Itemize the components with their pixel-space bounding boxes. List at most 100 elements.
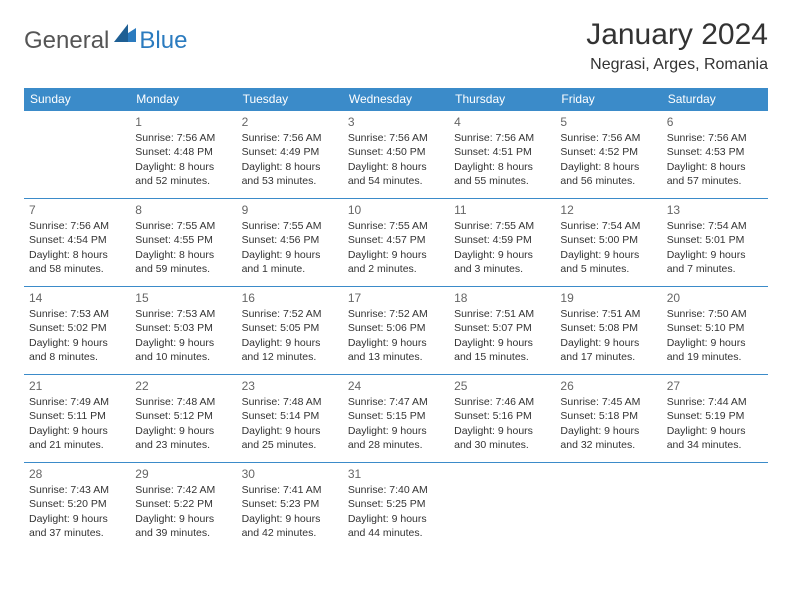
sunrise-line: Sunrise: 7:56 AM: [29, 219, 125, 233]
calendar-cell: [555, 463, 661, 551]
calendar-body: 1Sunrise: 7:56 AMSunset: 4:48 PMDaylight…: [24, 111, 768, 551]
sunset-line: Sunset: 4:57 PM: [348, 233, 444, 247]
daylight-line: Daylight: 9 hours and 34 minutes.: [667, 424, 763, 452]
sunrise-line: Sunrise: 7:56 AM: [348, 131, 444, 145]
sunrise-line: Sunrise: 7:56 AM: [135, 131, 231, 145]
day-number: 9: [242, 202, 338, 218]
day-number: 1: [135, 114, 231, 130]
sunset-line: Sunset: 5:00 PM: [560, 233, 656, 247]
calendar-cell: 11Sunrise: 7:55 AMSunset: 4:59 PMDayligh…: [449, 199, 555, 287]
day-number: 17: [348, 290, 444, 306]
daylight-line: Daylight: 8 hours and 53 minutes.: [242, 160, 338, 188]
sunrise-line: Sunrise: 7:56 AM: [667, 131, 763, 145]
sunrise-line: Sunrise: 7:54 AM: [667, 219, 763, 233]
day-number: 29: [135, 466, 231, 482]
sunrise-line: Sunrise: 7:54 AM: [560, 219, 656, 233]
calendar-head: SundayMondayTuesdayWednesdayThursdayFrid…: [24, 88, 768, 111]
sunrise-line: Sunrise: 7:51 AM: [454, 307, 550, 321]
sunrise-line: Sunrise: 7:45 AM: [560, 395, 656, 409]
calendar-cell: 26Sunrise: 7:45 AMSunset: 5:18 PMDayligh…: [555, 375, 661, 463]
daylight-line: Daylight: 9 hours and 21 minutes.: [29, 424, 125, 452]
calendar-cell: 29Sunrise: 7:42 AMSunset: 5:22 PMDayligh…: [130, 463, 236, 551]
day-number: 14: [29, 290, 125, 306]
calendar-cell: 13Sunrise: 7:54 AMSunset: 5:01 PMDayligh…: [662, 199, 768, 287]
day-number: 30: [242, 466, 338, 482]
day-number: 10: [348, 202, 444, 218]
calendar-cell: 1Sunrise: 7:56 AMSunset: 4:48 PMDaylight…: [130, 111, 236, 199]
sunrise-line: Sunrise: 7:41 AM: [242, 483, 338, 497]
day-number: 22: [135, 378, 231, 394]
sunrise-line: Sunrise: 7:48 AM: [135, 395, 231, 409]
calendar-cell: 2Sunrise: 7:56 AMSunset: 4:49 PMDaylight…: [237, 111, 343, 199]
day-number: 24: [348, 378, 444, 394]
sunrise-line: Sunrise: 7:48 AM: [242, 395, 338, 409]
sunset-line: Sunset: 5:06 PM: [348, 321, 444, 335]
sunrise-line: Sunrise: 7:56 AM: [560, 131, 656, 145]
calendar-cell: 10Sunrise: 7:55 AMSunset: 4:57 PMDayligh…: [343, 199, 449, 287]
daylight-line: Daylight: 9 hours and 30 minutes.: [454, 424, 550, 452]
calendar-cell: 31Sunrise: 7:40 AMSunset: 5:25 PMDayligh…: [343, 463, 449, 551]
sunset-line: Sunset: 5:20 PM: [29, 497, 125, 511]
weekday-header: Wednesday: [343, 88, 449, 111]
sunset-line: Sunset: 5:11 PM: [29, 409, 125, 423]
logo-text-blue: Blue: [139, 27, 187, 55]
weekday-header: Monday: [130, 88, 236, 111]
calendar-cell: 27Sunrise: 7:44 AMSunset: 5:19 PMDayligh…: [662, 375, 768, 463]
day-number: 2: [242, 114, 338, 130]
day-number: 23: [242, 378, 338, 394]
location: Negrasi, Arges, Romania: [586, 56, 768, 74]
day-number: 3: [348, 114, 444, 130]
calendar-week-row: 14Sunrise: 7:53 AMSunset: 5:02 PMDayligh…: [24, 287, 768, 375]
daylight-line: Daylight: 9 hours and 28 minutes.: [348, 424, 444, 452]
day-number: 20: [667, 290, 763, 306]
daylight-line: Daylight: 9 hours and 8 minutes.: [29, 336, 125, 364]
sunset-line: Sunset: 5:18 PM: [560, 409, 656, 423]
sunset-line: Sunset: 5:16 PM: [454, 409, 550, 423]
sunrise-line: Sunrise: 7:40 AM: [348, 483, 444, 497]
calendar-cell: 23Sunrise: 7:48 AMSunset: 5:14 PMDayligh…: [237, 375, 343, 463]
calendar-cell: 19Sunrise: 7:51 AMSunset: 5:08 PMDayligh…: [555, 287, 661, 375]
sunset-line: Sunset: 5:01 PM: [667, 233, 763, 247]
calendar-cell: 5Sunrise: 7:56 AMSunset: 4:52 PMDaylight…: [555, 111, 661, 199]
sunrise-line: Sunrise: 7:46 AM: [454, 395, 550, 409]
day-number: 4: [454, 114, 550, 130]
daylight-line: Daylight: 9 hours and 39 minutes.: [135, 512, 231, 540]
sunrise-line: Sunrise: 7:56 AM: [242, 131, 338, 145]
weekday-header: Sunday: [24, 88, 130, 111]
day-number: 26: [560, 378, 656, 394]
sunrise-line: Sunrise: 7:55 AM: [348, 219, 444, 233]
calendar-cell: [662, 463, 768, 551]
page-header: General Blue January 2024 Negrasi, Arges…: [24, 18, 768, 74]
day-number: 7: [29, 202, 125, 218]
calendar-cell: 28Sunrise: 7:43 AMSunset: 5:20 PMDayligh…: [24, 463, 130, 551]
sunrise-line: Sunrise: 7:52 AM: [348, 307, 444, 321]
weekday-row: SundayMondayTuesdayWednesdayThursdayFrid…: [24, 88, 768, 111]
day-number: 27: [667, 378, 763, 394]
sunrise-line: Sunrise: 7:53 AM: [135, 307, 231, 321]
sunset-line: Sunset: 4:53 PM: [667, 145, 763, 159]
calendar-cell: 6Sunrise: 7:56 AMSunset: 4:53 PMDaylight…: [662, 111, 768, 199]
calendar-table: SundayMondayTuesdayWednesdayThursdayFrid…: [24, 88, 768, 551]
calendar-cell: 3Sunrise: 7:56 AMSunset: 4:50 PMDaylight…: [343, 111, 449, 199]
calendar-cell: 30Sunrise: 7:41 AMSunset: 5:23 PMDayligh…: [237, 463, 343, 551]
day-number: 11: [454, 202, 550, 218]
day-number: 5: [560, 114, 656, 130]
daylight-line: Daylight: 9 hours and 19 minutes.: [667, 336, 763, 364]
calendar-cell: 18Sunrise: 7:51 AMSunset: 5:07 PMDayligh…: [449, 287, 555, 375]
sunset-line: Sunset: 4:49 PM: [242, 145, 338, 159]
daylight-line: Daylight: 9 hours and 44 minutes.: [348, 512, 444, 540]
day-number: 21: [29, 378, 125, 394]
daylight-line: Daylight: 8 hours and 58 minutes.: [29, 248, 125, 276]
sunset-line: Sunset: 5:12 PM: [135, 409, 231, 423]
sunrise-line: Sunrise: 7:55 AM: [242, 219, 338, 233]
sunrise-line: Sunrise: 7:53 AM: [29, 307, 125, 321]
sunrise-line: Sunrise: 7:43 AM: [29, 483, 125, 497]
daylight-line: Daylight: 8 hours and 55 minutes.: [454, 160, 550, 188]
daylight-line: Daylight: 9 hours and 17 minutes.: [560, 336, 656, 364]
daylight-line: Daylight: 8 hours and 54 minutes.: [348, 160, 444, 188]
day-number: 13: [667, 202, 763, 218]
calendar-cell: 25Sunrise: 7:46 AMSunset: 5:16 PMDayligh…: [449, 375, 555, 463]
sunrise-line: Sunrise: 7:56 AM: [454, 131, 550, 145]
calendar-cell: [24, 111, 130, 199]
day-number: 31: [348, 466, 444, 482]
